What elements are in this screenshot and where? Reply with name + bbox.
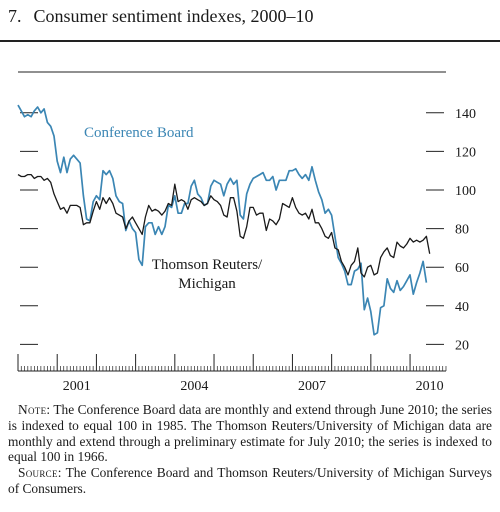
title-rule — [0, 40, 500, 42]
x-tick-label: 2010 — [416, 379, 444, 394]
figure-note: Note: The Conference Board data are mont… — [8, 402, 492, 497]
x-axis: 2001 2004 2007 2010 — [17, 354, 447, 394]
source-label: Source — [18, 465, 58, 481]
note-label: Note — [18, 402, 47, 417]
conference-board-line — [17, 104, 428, 336]
figure-title-text: Consumer sentiment indexes, 2000–10 — [33, 6, 314, 26]
figure-title: 7. Consumer sentiment indexes, 2000–10 — [8, 6, 313, 27]
y-tick-label: 120 — [455, 145, 476, 160]
source-text: : The Conference Board and Thomson Reute… — [8, 465, 492, 496]
michigan-label-line: Thomson Reuters/ — [152, 257, 263, 273]
x-tick-label: 2007 — [298, 379, 326, 394]
series-labels: Conference Board Thomson Reuters/Michigan — [84, 125, 263, 292]
series-lines — [17, 104, 431, 336]
michigan-line — [17, 173, 431, 278]
y-tick-label: 80 — [455, 223, 469, 238]
y-axis: 20 40 60 80 100 120 140 — [20, 107, 476, 353]
conference-board-label: Conference Board — [84, 125, 194, 141]
x-tick-label: 2001 — [63, 379, 91, 394]
sentiment-chart: 20 40 60 80 100 120 140 2001 2004 2007 2010 Confe… — [17, 71, 476, 394]
michigan-label-line: Michigan — [178, 276, 236, 292]
y-tick-label: 100 — [455, 184, 476, 199]
y-tick-label: 20 — [455, 338, 469, 353]
x-tick-label: 2004 — [180, 379, 208, 394]
y-tick-label: 60 — [455, 261, 469, 276]
source-paragraph: Source: The Conference Board and Thomson… — [8, 465, 492, 497]
michigan-label: Thomson Reuters/Michigan — [152, 257, 263, 292]
y-tick-label: 140 — [455, 107, 476, 122]
y-tick-label: 40 — [455, 300, 469, 315]
note-paragraph: Note: The Conference Board data are mont… — [8, 402, 492, 465]
figure-number: 7. — [8, 6, 22, 26]
note-text: : The Conference Board data are monthly … — [8, 402, 492, 465]
